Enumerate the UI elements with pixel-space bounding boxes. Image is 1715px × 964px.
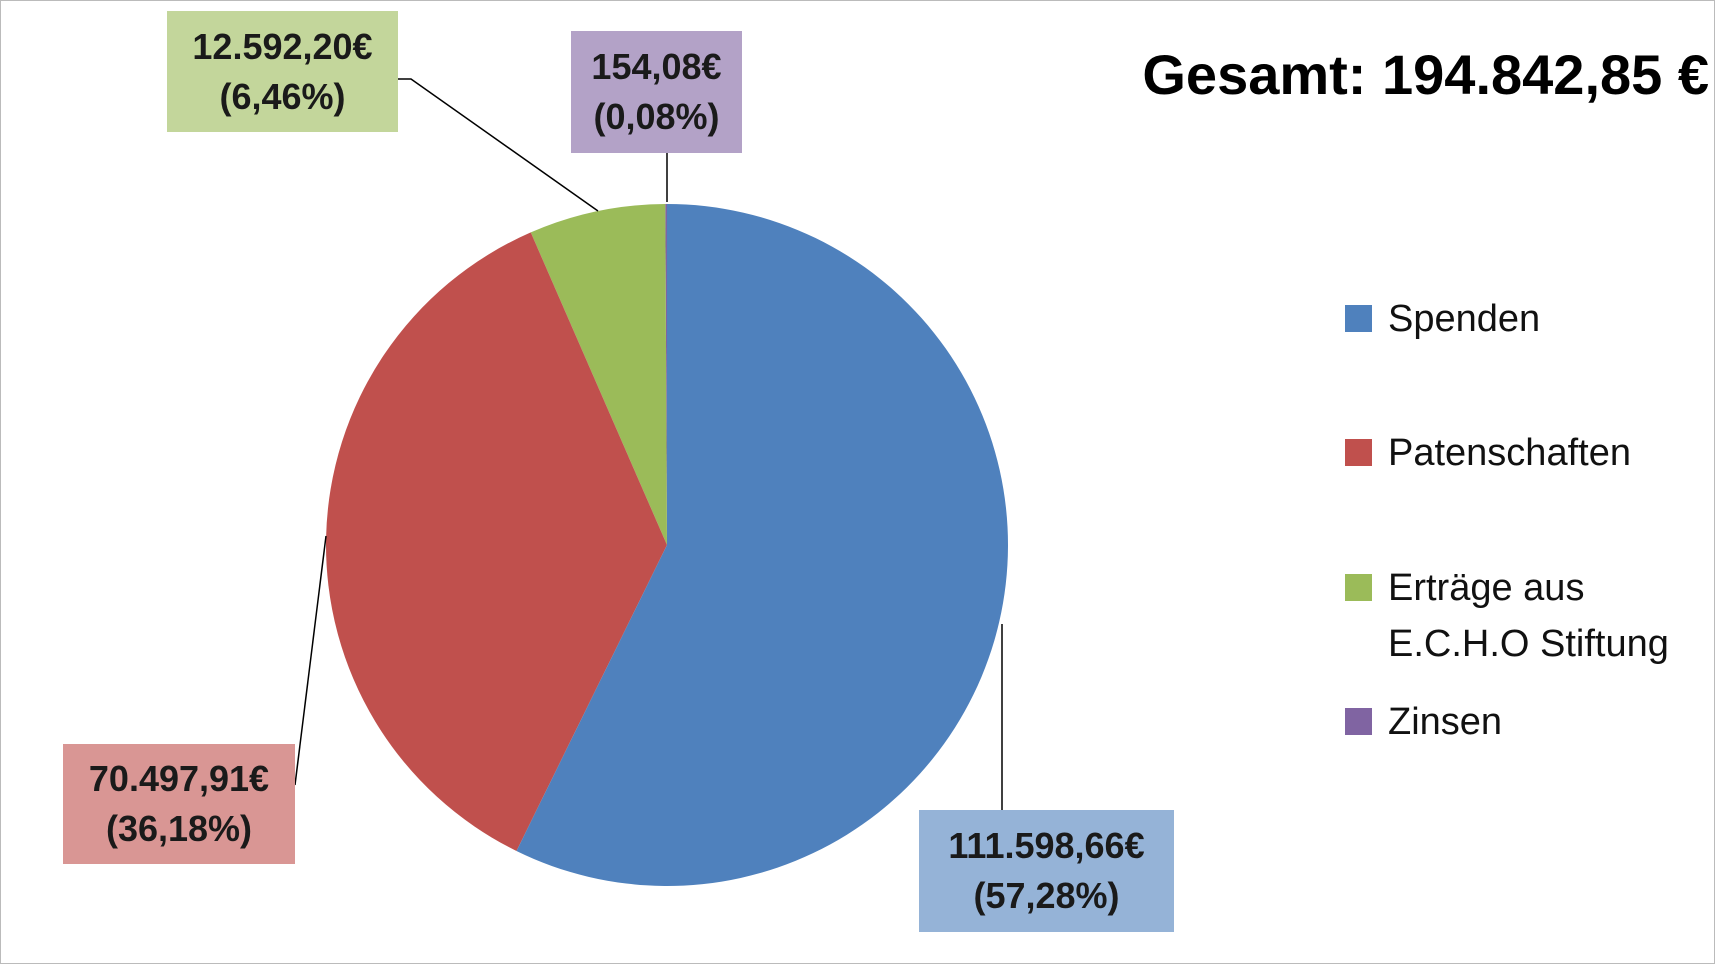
pie-slice xyxy=(516,204,1009,887)
legend-entry: Spenden xyxy=(1345,291,1675,347)
leader-lines xyxy=(294,78,1003,810)
legend-label: Patenschaften xyxy=(1388,432,1631,474)
legend-swatch xyxy=(1345,574,1372,601)
legend-label: Erträge aus E.C.H.O Stiftung xyxy=(1388,567,1669,665)
data-label: 111.598,66€ (57,28%) xyxy=(919,810,1174,932)
leader-line xyxy=(294,535,327,786)
legend-entry: Zinsen xyxy=(1345,694,1675,750)
pie-slice xyxy=(665,204,667,545)
leader-line xyxy=(398,78,599,212)
legend-label: Zinsen xyxy=(1388,701,1503,743)
legend-swatch xyxy=(1345,708,1372,735)
legend-swatch xyxy=(1345,305,1372,332)
data-label: 154,08€ (0,08%) xyxy=(571,31,742,153)
data-label: 70.497,91€ (36,18%) xyxy=(63,744,295,864)
chart-title: Gesamt: 194.842,85 € xyxy=(1142,43,1709,106)
pie-slice xyxy=(326,232,667,851)
legend-label: Spenden xyxy=(1388,298,1541,340)
data-label: 12.592,20€ (6,46%) xyxy=(167,11,398,132)
legend-entry: Patenschaften xyxy=(1345,425,1675,481)
pie-slice xyxy=(530,204,667,545)
legend-entry: Erträge aus E.C.H.O Stiftung xyxy=(1345,560,1675,672)
legend-swatch xyxy=(1345,439,1372,466)
